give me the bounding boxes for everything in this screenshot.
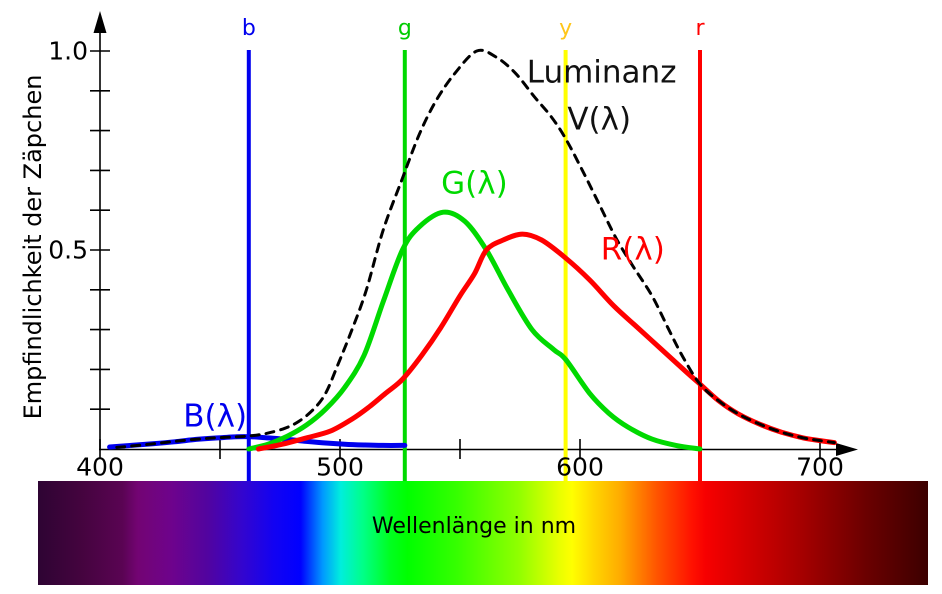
curve-annotation-label-g: G(λ): [441, 165, 508, 202]
marker-label-b: b: [241, 16, 256, 41]
x-tick-label-600: 600: [556, 452, 604, 482]
curve-annotation-label-b: B(λ): [183, 398, 248, 435]
x-axis-title: Wellenlänge in nm: [371, 514, 577, 539]
y-tick-label-0.5: 0.5: [48, 235, 88, 265]
curve-g: [246, 209, 703, 452]
x-tick-label-400: 400: [76, 452, 124, 482]
marker-label-y: y: [559, 16, 573, 41]
y-tick-label-1: 1.0: [48, 36, 88, 66]
curve-v: [115, 48, 836, 449]
x-tick-label-500: 500: [316, 452, 364, 482]
curve-r: [255, 231, 837, 452]
y-axis-arrowhead-icon: [93, 11, 107, 33]
curve-annotation-label-luminanz: Luminanz: [526, 54, 677, 91]
x-axis-arrowhead-icon: [836, 443, 858, 456]
curve-annotation-label-v: V(λ): [567, 101, 632, 138]
marker-label-g: g: [397, 16, 412, 41]
marker-label-r: r: [695, 16, 705, 41]
x-tick-label-700: 700: [796, 452, 844, 482]
curve-annotation-label-r: R(λ): [600, 231, 665, 268]
wavelength-spectrum-bar: Wellenlänge in nm: [38, 481, 928, 585]
